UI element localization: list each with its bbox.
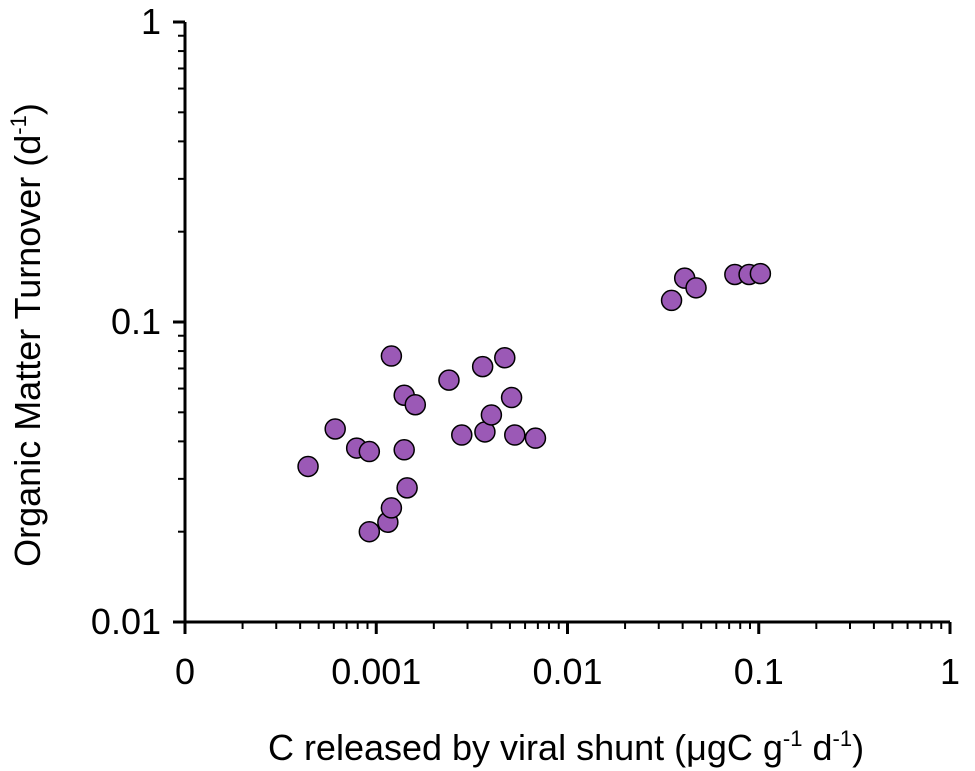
y-tick-label: 0.1 xyxy=(111,301,161,342)
data-point xyxy=(358,520,381,543)
data-point xyxy=(480,404,503,426)
data-point xyxy=(660,289,683,312)
x-tick-label: 1 xyxy=(940,651,960,692)
data-point xyxy=(494,347,516,369)
data-point xyxy=(380,345,403,367)
y-tick-label: 0.01 xyxy=(91,601,161,642)
data-point xyxy=(500,386,523,409)
x-tick-label: 0.1 xyxy=(734,651,784,692)
data-point xyxy=(358,440,381,463)
data-point xyxy=(324,418,346,440)
data-point xyxy=(380,497,403,519)
y-tick-label: 1 xyxy=(141,1,161,42)
data-point xyxy=(438,369,460,391)
data-point xyxy=(404,393,427,416)
x-tick-label: 0 xyxy=(175,651,195,692)
x-axis-title: C released by viral shunt (μgC g-1 d-1) xyxy=(268,726,864,768)
data-point xyxy=(504,424,526,446)
data-point xyxy=(451,424,473,446)
axes xyxy=(173,20,952,634)
data-point xyxy=(685,277,707,299)
x-tick-label: 0.01 xyxy=(532,651,602,692)
data-point xyxy=(524,427,547,449)
data-point xyxy=(393,439,415,461)
data-points xyxy=(297,262,772,543)
data-point xyxy=(471,355,494,378)
tick-labels: 0.01 0.1 1 0 0.001 0.01 0.1 1 xyxy=(91,1,960,692)
data-point xyxy=(749,262,772,285)
data-point xyxy=(297,455,319,478)
y-axis-title: Organic Matter Turnover (d-1) xyxy=(6,103,48,567)
x-tick-label: 0.001 xyxy=(331,651,421,692)
data-point xyxy=(396,477,418,499)
